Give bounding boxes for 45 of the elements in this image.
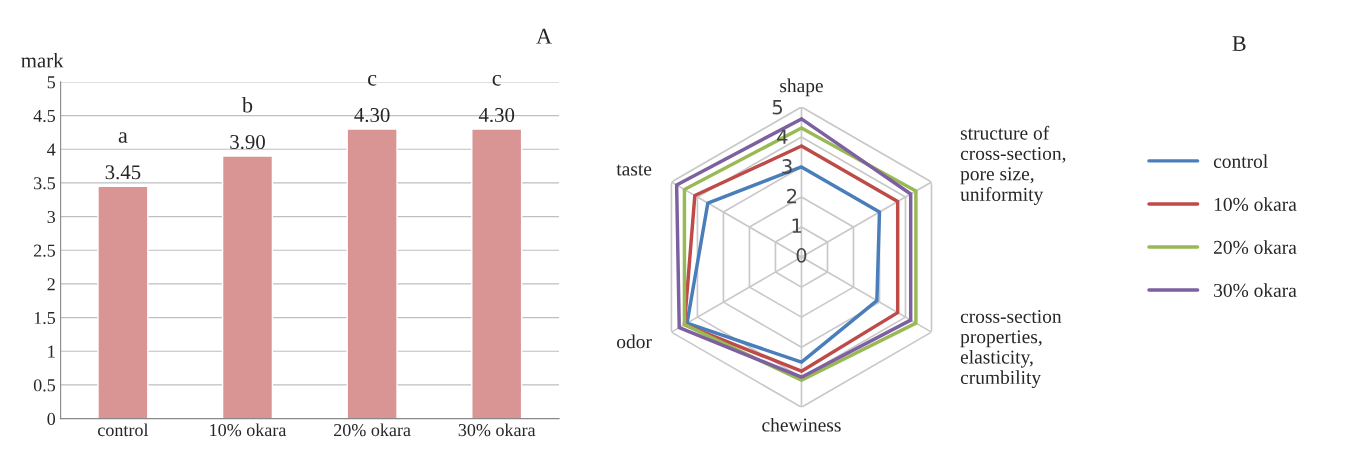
y-tick-label: 4 <box>47 143 56 156</box>
annotation: b <box>241 96 253 113</box>
y-tick-label: 1 <box>48 345 55 358</box>
y-tick-label: 1.5 <box>34 311 56 325</box>
x-tick-label: 10% okara <box>210 423 287 437</box>
legend-label: 10% okara <box>1214 197 1297 211</box>
spoke-label: shape <box>780 78 823 97</box>
chart-title: A <box>536 28 552 44</box>
legend-label: control <box>1213 154 1268 168</box>
y-tick-label: 5 <box>772 100 783 115</box>
y-tick-label: 0 <box>796 248 807 263</box>
annotation: c <box>492 74 501 86</box>
data-label: 4.30 <box>354 107 390 123</box>
spoke-label: structure of cross-section, pore size, uniformity <box>960 125 1066 205</box>
y-tick-label: 3.5 <box>34 177 56 190</box>
y-tick-label: 2 <box>47 278 55 291</box>
y-tick-label: 3 <box>782 159 792 174</box>
y-tick-label: 1 <box>792 218 802 233</box>
y-tick-label: 4.5 <box>33 109 56 123</box>
bar <box>471 128 523 419</box>
annotation: c <box>368 74 377 86</box>
bar <box>97 185 149 419</box>
y-tick-label: 0.5 <box>33 379 56 392</box>
bar <box>221 155 274 419</box>
legend-label: 30% okara <box>1214 283 1297 298</box>
x-tick-label: control <box>98 423 149 437</box>
spoke-label: cross-section properties, elasticity, crumbility <box>960 309 1062 389</box>
x-tick-label: 30% okara <box>458 423 536 437</box>
y-tick-label: 2.5 <box>33 244 56 257</box>
y-tick-label: 5 <box>47 76 56 89</box>
bar <box>346 128 398 419</box>
annotation: a <box>118 132 128 143</box>
data-label: 3.45 <box>105 165 141 180</box>
spoke-label: taste <box>616 164 652 176</box>
y-tick-label: 0 <box>47 412 56 426</box>
y-axis-title: mark <box>21 52 64 68</box>
spoke-label: chewiness <box>762 417 841 432</box>
chart-title: B <box>1232 36 1246 51</box>
x-tick-label: 20% okara <box>334 423 411 437</box>
data-label: 3.90 <box>230 134 265 150</box>
y-tick-label: 2 <box>787 188 797 204</box>
legend-label: 20% okara <box>1214 240 1297 255</box>
y-tick-label: 3 <box>47 210 56 224</box>
data-label: 4.30 <box>478 107 515 123</box>
spoke-label: odor <box>617 334 652 349</box>
